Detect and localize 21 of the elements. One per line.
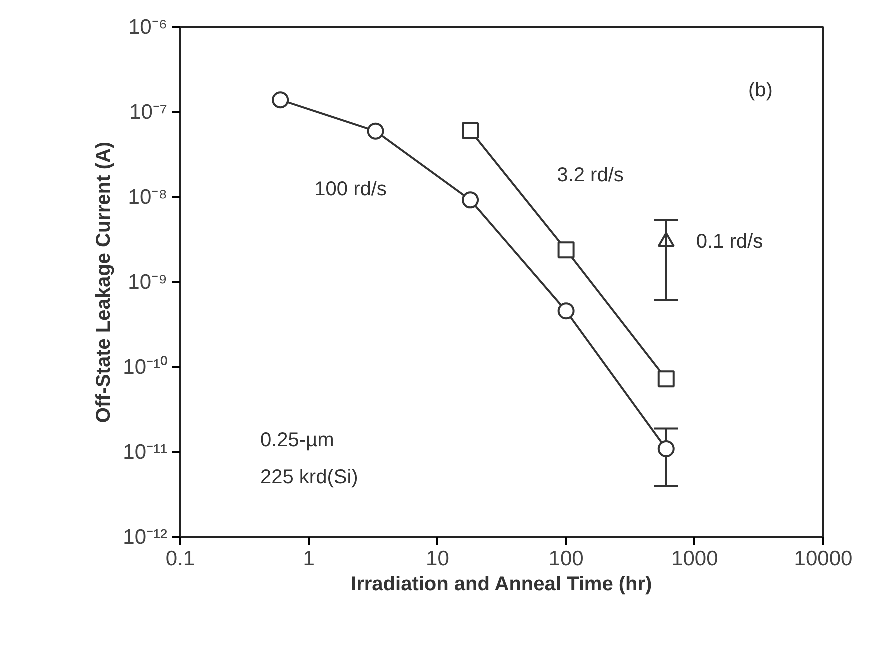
y-tick-label: 10⁻¹¹ — [123, 441, 168, 464]
x-tick-label: 1000 — [672, 548, 718, 570]
x-tick-label: 100 — [548, 548, 584, 570]
y-tick-label: 10⁻¹² — [123, 526, 168, 549]
y-tick-label: 10⁻⁶ — [128, 16, 168, 39]
x-tick-label: 10000 — [794, 548, 853, 570]
x-tick-label: 1 — [303, 548, 315, 570]
y-tick-label: 10⁻⁹ — [128, 271, 168, 294]
series-label: 0.1 rd/s — [696, 230, 764, 253]
y-tick-label: 10⁻⁸ — [128, 186, 168, 209]
annotation: 0.25-µm — [260, 430, 334, 452]
y-tick-label: 10⁻¹⁰ — [123, 356, 168, 379]
annotation: (b) — [748, 80, 773, 102]
x-tick-label: 0.1 — [166, 548, 196, 570]
series-label: 3.2 rd/s — [557, 164, 624, 187]
x-tick-label: 10 — [426, 548, 450, 570]
y-tick-label: 10⁻⁷ — [130, 101, 168, 124]
y-axis-title: Off-State Leakage Current (A) — [93, 142, 116, 424]
annotation: 225 krd(Si) — [260, 466, 358, 488]
series-label: 100 rd/s — [314, 178, 387, 200]
x-axis-title: Irradiation and Anneal Time (hr) — [351, 574, 652, 596]
